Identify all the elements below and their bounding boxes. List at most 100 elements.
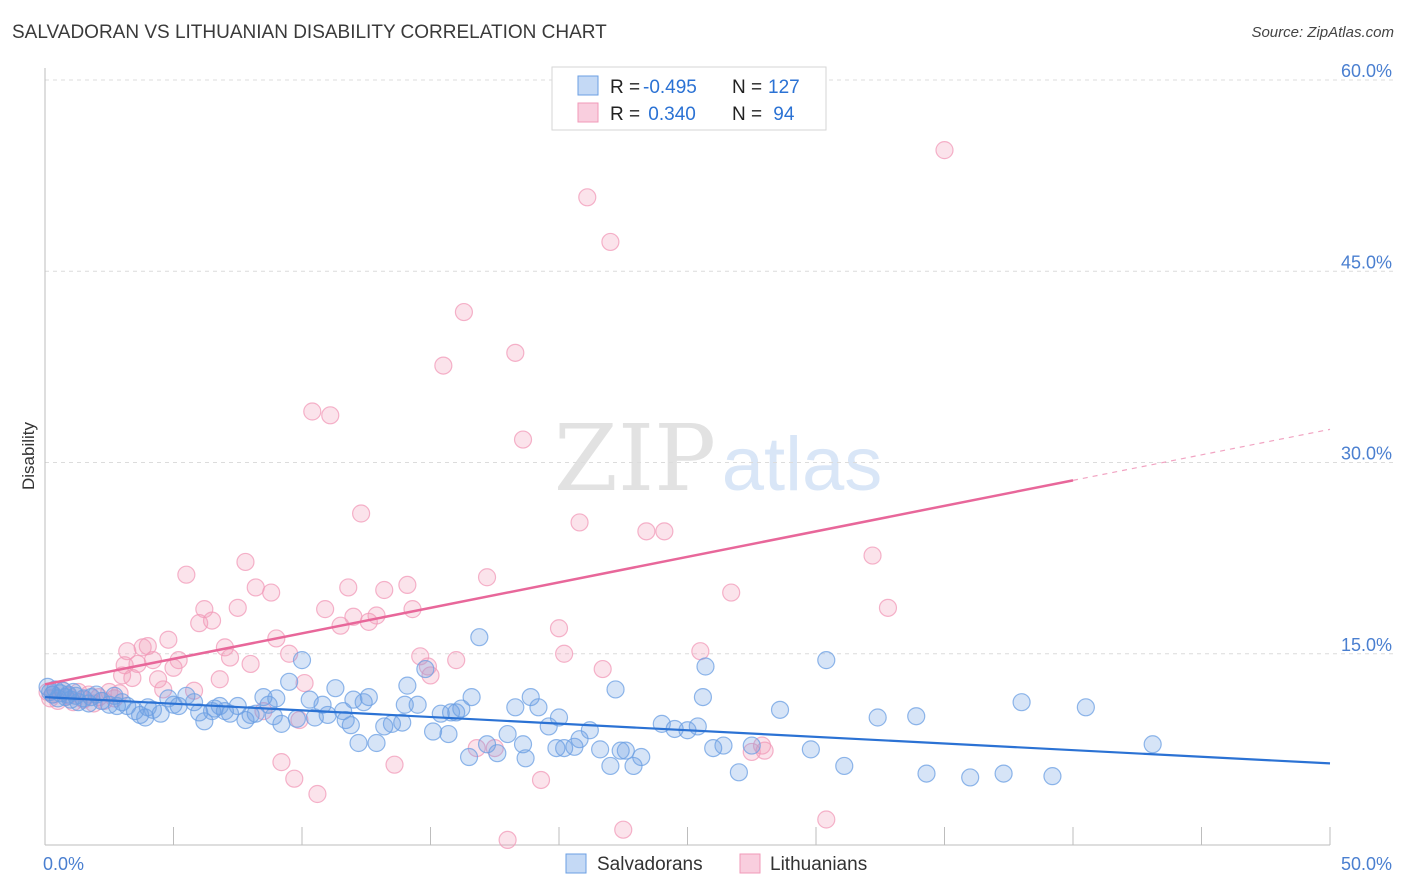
y-tick-label-60: 60.0% [1341, 61, 1392, 81]
salvadorans-point-102 [801, 740, 820, 759]
salvadorans-point-109 [994, 764, 1013, 783]
lithuanians-point-77 [570, 513, 589, 532]
lithuanians-point-50 [308, 784, 327, 804]
lithuanians-point-52 [321, 406, 340, 425]
salvadorans-point-113 [1143, 735, 1162, 754]
lithuanians-point-33 [202, 611, 222, 630]
salvadorans-point-62 [393, 713, 412, 732]
stats-legend-r-label-lithuanians: R = [610, 104, 645, 125]
lithuanians-point-58 [367, 606, 386, 625]
lithuanians-point-85 [722, 583, 741, 602]
lithuanians-point-49 [303, 402, 322, 421]
salvadorans-point-29 [169, 696, 188, 716]
lithuanians-point-44 [272, 753, 291, 772]
legend-label-salvadorans: Salvadorans [597, 854, 703, 875]
salvadorans-point-39 [236, 710, 255, 730]
salvadorans-point-126 [611, 741, 630, 760]
salvadorans-point-111 [1043, 767, 1062, 786]
lithuanians-point-39 [241, 654, 260, 674]
axes [44, 68, 1331, 846]
lithuanians-point-46 [285, 769, 304, 788]
salvadorans-point-64 [408, 695, 427, 714]
salvadorans-point-106 [907, 707, 926, 726]
lithuanians-point-89 [863, 546, 882, 565]
salvadorans-point-95 [693, 687, 713, 707]
lithuanians-point-56 [352, 504, 371, 523]
salvadorans-point-70 [452, 699, 471, 718]
lithuanians-point-54 [339, 578, 358, 597]
salvadorans-point-104 [835, 756, 854, 776]
salvadorans-point-77 [513, 735, 533, 754]
lithuanians-point-71 [498, 830, 517, 850]
salvadorans-point-98 [714, 736, 733, 755]
trend-lines [44, 428, 1331, 765]
salvadorans-point-116 [344, 690, 363, 709]
salvadorans-point-75 [498, 724, 517, 744]
salvadorans-point-44 [267, 689, 286, 708]
salvadorans-point-74 [488, 744, 507, 763]
lithuanians-point-38 [236, 552, 255, 572]
stats-legend-swatch-lithuanians [577, 102, 599, 123]
lithuanians-point-72 [506, 343, 525, 362]
stats-legend-n-value-lithuanians: 94 [768, 104, 795, 125]
chart-source: Source: ZipAtlas.com [1251, 24, 1394, 41]
salvadorans-point-53 [326, 679, 345, 698]
salvadorans-point-84 [570, 730, 589, 749]
salvadorans-point-41 [246, 704, 265, 723]
salvadorans-point-121 [264, 707, 283, 726]
salvadorans-point-15 [82, 687, 101, 707]
lithuanians-point-22 [138, 636, 157, 656]
lithuanians-point-23 [143, 651, 163, 670]
lithuanians-point-40 [246, 578, 265, 597]
salvadorans-point-79 [529, 698, 548, 717]
salvadorans-point-78 [521, 687, 540, 707]
lithuanians-point-42 [262, 583, 281, 602]
salvadorans-point-88 [606, 680, 625, 699]
series-legend: Salvadorans Lithuanians [565, 853, 867, 875]
salvadorans-point-122 [136, 708, 155, 727]
salvadorans-point-68 [439, 724, 458, 744]
stats-legend-n-label-salvadorans: N = [732, 77, 767, 98]
salvadorans-point-101 [770, 700, 790, 719]
lithuanians-point-74 [531, 770, 551, 790]
lithuanians-point-19 [123, 668, 142, 688]
lithuanians-point-26 [159, 630, 178, 649]
lithuanians-point-73 [513, 430, 533, 449]
salvadorans-point-32 [190, 703, 209, 722]
lithuanians-point-48 [295, 673, 314, 693]
lithuanians-trend-line [44, 479, 1074, 686]
salvadorans-point-26 [151, 704, 170, 723]
watermark-atlas: atlas [722, 422, 883, 507]
stats-legend-n-label-lithuanians: N = [732, 104, 767, 125]
lithuanians-point-84 [691, 642, 710, 661]
salvadorans-point-103 [817, 651, 836, 670]
lithuanians-point-29 [177, 565, 196, 584]
lithuanians-point-69 [477, 568, 497, 587]
salvadorans-point-110 [1012, 693, 1031, 712]
lithuanians-point-87 [752, 736, 772, 755]
legend-label-lithuanians: Lithuanians [770, 854, 867, 875]
salvadorans-point-52 [318, 705, 337, 725]
salvadorans-point-119 [516, 749, 535, 768]
salvadorans-point-120 [205, 699, 224, 718]
lithuanians-point-79 [593, 659, 612, 679]
salvadorans-point-118 [441, 703, 461, 722]
salvadorans-point-124 [336, 710, 355, 730]
stats-legend-r-value-salvadorans: -0.495 [643, 77, 697, 98]
salvadorans-point-51 [313, 695, 332, 714]
lithuanians-point-82 [637, 522, 656, 541]
lithuanians-point-91 [935, 141, 954, 160]
y-tick-label-45: 45.0% [1341, 252, 1392, 272]
salvadorans-point-81 [547, 738, 566, 758]
salvadorans-point-99 [729, 763, 749, 782]
salvadorans-point-107 [917, 764, 936, 783]
salvadorans-point-47 [287, 709, 306, 728]
salvadorans-point-72 [470, 628, 489, 647]
salvadorans-point-96 [696, 657, 715, 676]
salvadorans-point-31 [184, 693, 204, 712]
salvadorans-point-91 [632, 747, 651, 767]
lithuanians-point-18 [118, 642, 137, 661]
legend-swatch-salvadorans [565, 853, 587, 874]
salvadorans-point-114 [459, 747, 479, 767]
